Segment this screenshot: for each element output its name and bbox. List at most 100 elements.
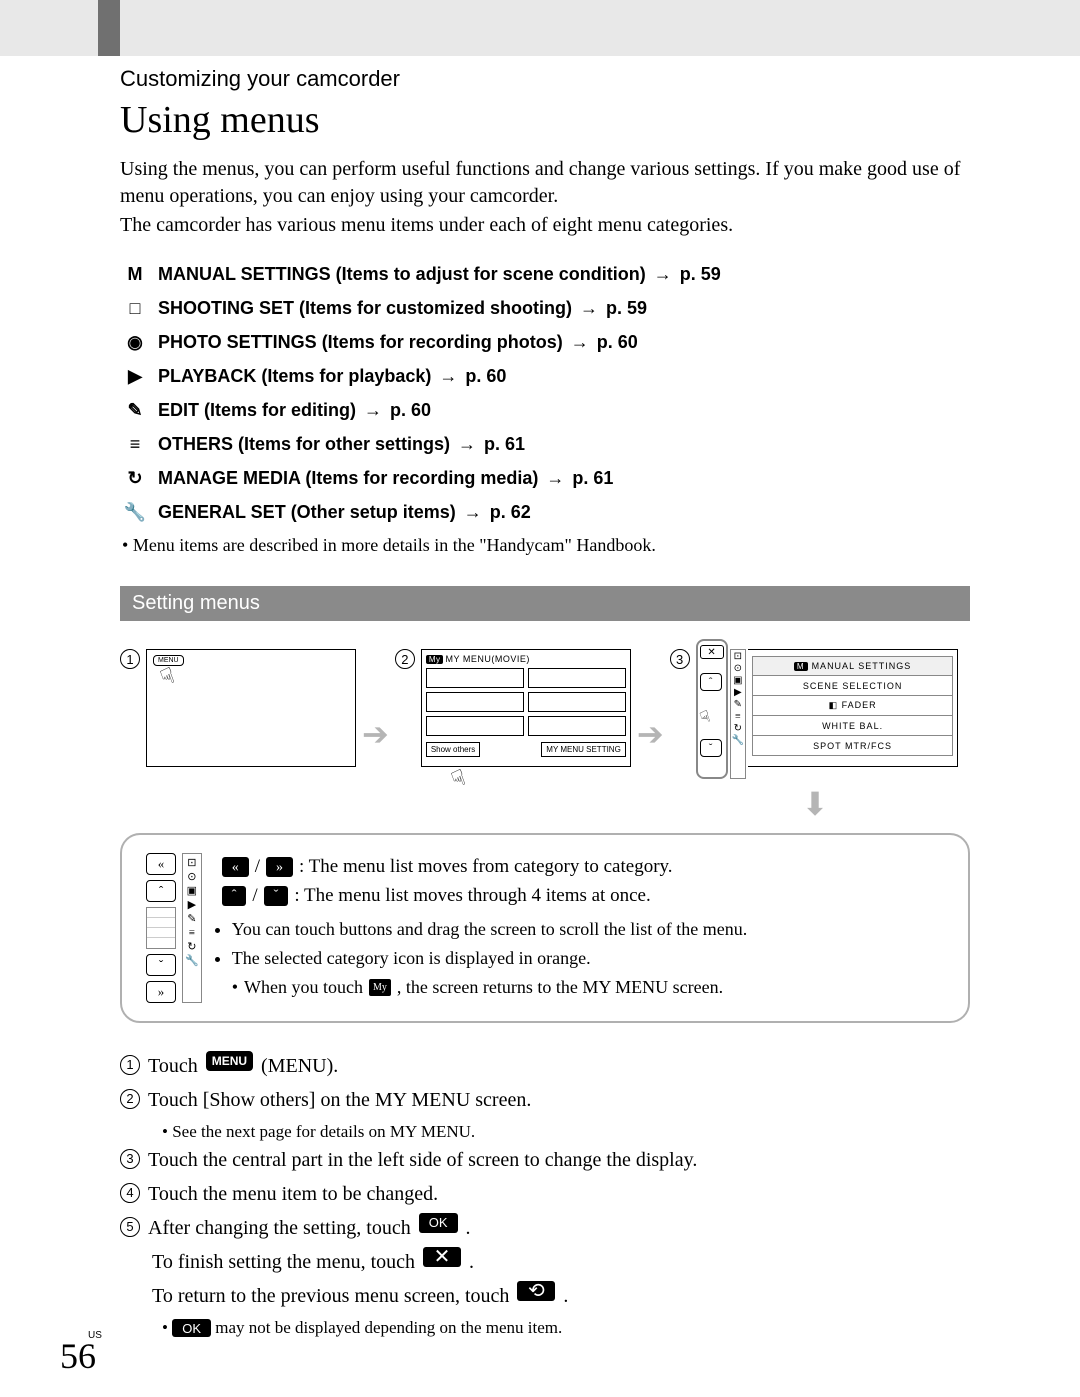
arrow-icon: → (464, 502, 482, 523)
grid-cell (426, 668, 524, 688)
strip-icon: ↻ (734, 724, 742, 734)
step3-text: Touch the central part in the left side … (148, 1145, 970, 1175)
category-page: p. 61 (572, 468, 613, 489)
ok-badge: OK (419, 1213, 458, 1233)
category-page: p. 59 (606, 298, 647, 319)
step-badge-2: 2 (395, 649, 415, 669)
steps-list: 1 Touch MENU (MENU). 2 Touch [Show other… (120, 1051, 970, 1340)
top-bar (0, 0, 1080, 56)
arrow-icon: → (364, 400, 382, 421)
up-icon: ˆ (222, 886, 247, 906)
hand-icon: ☟ (448, 764, 469, 793)
arrow-icon: → (571, 332, 589, 353)
step1-post: (MENU). (261, 1051, 338, 1081)
step-badge-3: 3 (670, 649, 690, 669)
strip-icon: ⊙ (187, 872, 196, 883)
step1-pre: Touch (148, 1051, 198, 1081)
top-tab-marker (98, 0, 120, 56)
step-num-3: 3 (120, 1149, 140, 1169)
step2-text: Touch [Show others] on the MY MENU scree… (148, 1085, 970, 1115)
intro-text: Using the menus, you can perform useful … (120, 156, 970, 239)
category-list: M MANUAL SETTINGS (Items to adjust for s… (120, 263, 970, 523)
category-icon: ≡ (120, 433, 150, 455)
menu-badge: MENU (206, 1051, 253, 1071)
category-row: ≡ OTHERS (Items for other settings) → p.… (120, 433, 970, 455)
category-page: p. 59 (680, 264, 721, 285)
category-icon: ✎ (120, 399, 150, 421)
category-icon: ↻ (120, 467, 150, 489)
tip-bullet: The selected category icon is displayed … (232, 945, 748, 972)
step-num-2: 2 (120, 1089, 140, 1109)
flow-arrow-icon: ➔ (362, 715, 389, 753)
menu-row[interactable]: ◧ FADER (752, 696, 953, 716)
strip-icon: ✎ (734, 700, 742, 710)
menu-row[interactable]: WHITE BAL. (752, 716, 953, 736)
category-row: ◉ PHOTO SETTINGS (Items for recording ph… (120, 331, 970, 353)
category-row: □ SHOOTING SET (Items for customized sho… (120, 297, 970, 319)
tips-box: « ˆ ˇ » ⊡⊙▣▶✎≡↻🔧 « / » : The menu list m… (120, 833, 970, 1023)
category-name: SHOOTING SET (Items for customized shoot… (158, 298, 572, 319)
strip-icon: ✎ (187, 914, 196, 925)
up-button[interactable]: ˆ (700, 673, 722, 691)
category-page: p. 60 (465, 366, 506, 387)
tip-bullets: You can touch buttons and drag the scree… (232, 916, 748, 972)
tip-3-pre: When you touch (244, 974, 363, 1001)
category-row: 🔧 GENERAL SET (Other setup items) → p. 6… (120, 501, 970, 523)
category-row: ↻ MANAGE MEDIA (Items for recording medi… (120, 467, 970, 489)
strip-icon: ≡ (189, 928, 195, 939)
arrow-icon: → (546, 468, 564, 489)
panel3-header: M MANUAL SETTINGS (752, 656, 953, 676)
category-name: MANUAL SETTINGS (Items to adjust for sce… (158, 264, 646, 285)
step5-line2: To finish setting the menu, touch (152, 1247, 415, 1277)
panel-2: My MY MENU(MOVIE) Show others MY MENU SE… (421, 649, 631, 767)
up-button[interactable]: ˆ (146, 880, 176, 902)
grid-cell (426, 716, 524, 736)
strip-icon: 🔧 (732, 736, 744, 746)
strip-icon: 🔧 (185, 956, 199, 967)
down-button[interactable]: ˇ (146, 954, 176, 976)
category-row: ▶ PLAYBACK (Items for playback) → p. 60 (120, 365, 970, 387)
category-name: PHOTO SETTINGS (Items for recording phot… (158, 332, 563, 353)
category-page: p. 62 (490, 502, 531, 523)
step4-text: Touch the menu item to be changed. (148, 1179, 970, 1209)
show-others-button[interactable]: Show others (426, 742, 480, 757)
category-page: p. 60 (390, 400, 431, 421)
step2-note: • See the next page for details on MY ME… (162, 1119, 970, 1145)
jump-down-icon: » (266, 857, 293, 877)
section-label: Customizing your camcorder (120, 66, 970, 92)
sidebar-scroll-box: ✕ ˆ ☟ ˇ (696, 639, 728, 779)
panel-1: MENU ☟ (146, 649, 356, 767)
strip-icon: ▶ (734, 688, 742, 698)
category-icon: □ (120, 297, 150, 319)
ok-badge: OK (172, 1319, 211, 1337)
arrow-icon: → (458, 434, 476, 455)
category-name: PLAYBACK (Items for playback) (158, 366, 431, 387)
jump-down-button[interactable]: » (146, 981, 176, 1003)
page-content: Customizing your camcorder Using menus U… (120, 56, 970, 1340)
down-button[interactable]: ˇ (700, 739, 722, 757)
step-num-5: 5 (120, 1217, 140, 1237)
intro-p2: The camcorder has various menu items und… (120, 212, 970, 239)
category-icon: 🔧 (120, 501, 150, 523)
category-strip: ⊡⊙▣▶✎≡↻🔧 (730, 649, 746, 779)
category-icon: M (120, 263, 150, 285)
jump-up-icon: « (222, 857, 249, 877)
category-strip: ⊡⊙▣▶✎≡↻🔧 (182, 853, 202, 1003)
category-row: ✎ EDIT (Items for editing) → p. 60 (120, 399, 970, 421)
page-number: 56 (60, 1335, 96, 1377)
strip-icon: ⊡ (187, 858, 196, 869)
x-badge: ✕ (423, 1247, 461, 1267)
page-title: Using menus (120, 98, 970, 142)
menu-row[interactable]: SCENE SELECTION (752, 676, 953, 696)
step5-pre: After changing the setting, touch (148, 1213, 411, 1243)
strip-icon: ⊙ (734, 664, 742, 674)
my-menu-setting-button[interactable]: MY MENU SETTING (541, 742, 626, 757)
return-badge: ⟲ (517, 1281, 555, 1301)
step-num-4: 4 (120, 1183, 140, 1203)
jump-up-button[interactable]: « (146, 853, 176, 875)
hand-icon: ☟ (157, 662, 178, 691)
menu-row[interactable]: SPOT MTR/FCS (752, 736, 953, 756)
arrow-icon: → (654, 264, 672, 285)
close-button[interactable]: ✕ (700, 645, 724, 659)
flow-arrow-icon: ➔ (637, 715, 664, 753)
